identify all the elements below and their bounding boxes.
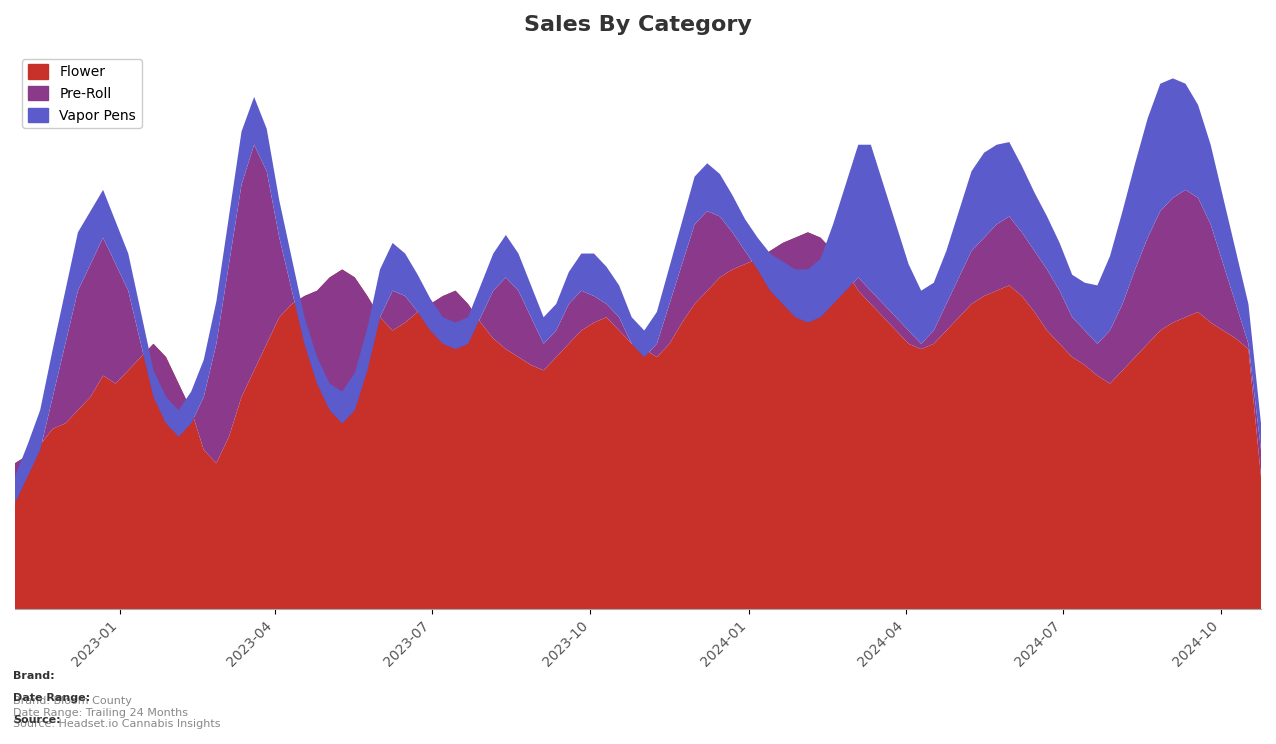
Text: Brand: Bloom County
Date Range: Trailing 24 Months
Source: Headset.io Cannabis I: Brand: Bloom County Date Range: Trailing… [13, 696, 221, 729]
Text: Brand:: Brand: [13, 671, 55, 681]
Legend: Flower, Pre-Roll, Vapor Pens: Flower, Pre-Roll, Vapor Pens [22, 59, 142, 128]
Text: Source:: Source: [13, 716, 60, 725]
Text: Date Range:: Date Range: [13, 693, 89, 703]
Title: Sales By Category: Sales By Category [524, 15, 752, 35]
